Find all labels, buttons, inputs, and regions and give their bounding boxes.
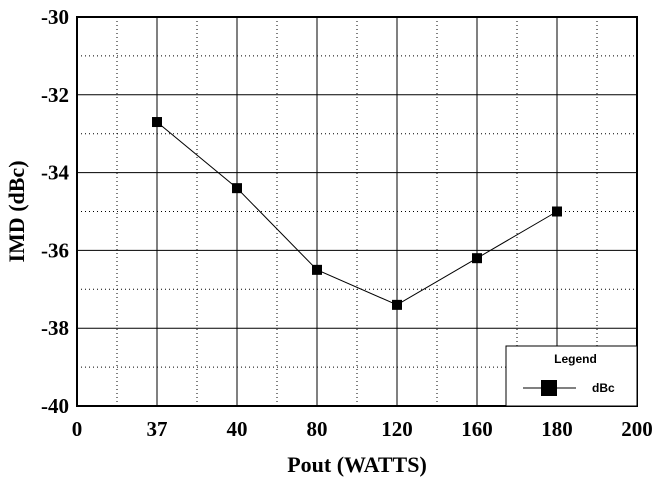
y-tick-label: -36 [41,238,69,262]
series-line [156,121,558,306]
x-tick-label: 200 [621,417,653,441]
data-point [552,206,562,217]
data-point [312,264,322,275]
x-tick-label: 0 [72,417,83,441]
legend: Legend dBc [505,345,638,407]
y-tick-label: -34 [41,161,69,185]
x-tick-label: 120 [381,417,413,441]
series-dbc [152,117,562,310]
data-point [152,117,162,128]
data-point [472,253,482,264]
x-tick-label: 37 [147,417,168,441]
legend-title: Legend [554,352,597,366]
x-tick-label: 160 [461,417,493,441]
x-tick-label: 80 [307,417,328,441]
x-axis-label: Pout (WATTS) [287,452,427,477]
y-tick-label: -40 [41,394,69,418]
data-point [392,299,402,310]
x-tick-label: 180 [541,417,573,441]
legend-box [505,345,638,407]
y-tick-label: -30 [41,5,69,29]
y-tick-labels: -30 -32 -34 -36 -38 -40 [41,5,69,418]
minor-grid [77,17,637,406]
y-tick-label: -32 [41,83,69,107]
legend-entry-dbc: dBc [592,381,615,395]
y-axis-label: IMD (dBc) [4,160,29,262]
legend-marker [541,380,557,396]
y-tick-label: -38 [41,316,69,340]
major-grid [77,17,637,406]
x-tick-label: 40 [227,417,248,441]
x-tick-labels: 0 37 40 80 120 160 180 200 [72,417,653,441]
data-point [232,183,242,194]
plot-frame [76,16,638,407]
